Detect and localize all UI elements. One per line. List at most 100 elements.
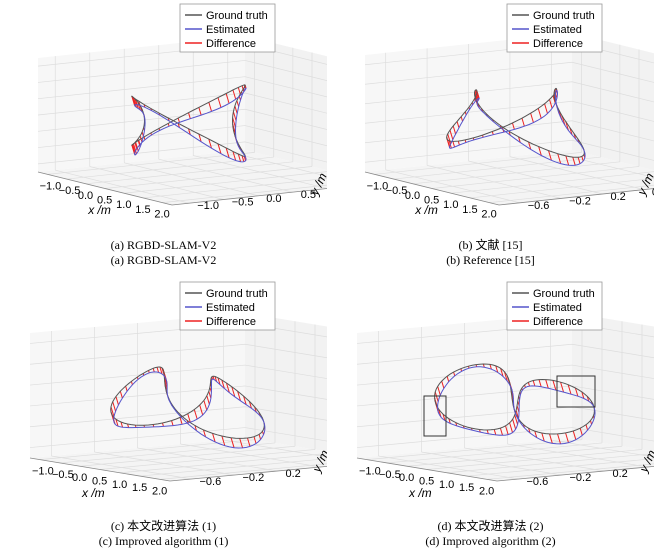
difference-segment [232, 151, 237, 161]
difference-segment [131, 144, 136, 155]
difference-segment [449, 130, 454, 140]
difference-segment [532, 380, 536, 387]
difference-segment [577, 157, 581, 164]
legend-label: Estimated [206, 302, 255, 314]
highlight-box-left [423, 395, 447, 437]
floor-pane [357, 438, 655, 481]
difference-segment [552, 380, 557, 391]
y-tick-label: −0.6 [527, 476, 549, 488]
difference-segment [202, 429, 207, 437]
difference-segment [505, 425, 509, 435]
difference-segment [441, 380, 445, 389]
x-axis-line [37, 171, 173, 206]
difference-segment [208, 102, 213, 112]
grid-line-y [51, 455, 192, 480]
grid-line-z [364, 139, 655, 163]
difference-segment [198, 107, 202, 116]
ground-truth-line [110, 366, 265, 439]
difference-segment [237, 391, 241, 401]
x-tick-label: 1.5 [132, 482, 147, 494]
difference-segment [518, 136, 521, 143]
legend-label: Estimated [533, 24, 582, 36]
difference-segment [545, 379, 549, 389]
difference-segment [236, 100, 240, 107]
difference-segment [110, 406, 115, 417]
legend-box [179, 281, 276, 331]
grid-line-y [378, 455, 519, 480]
difference-segment [549, 433, 553, 444]
grid-line-z [356, 364, 655, 386]
difference-segment [500, 368, 504, 377]
difference-segment [514, 414, 519, 425]
difference-segment [565, 155, 570, 166]
grid-line-z [364, 61, 655, 85]
difference-segment [237, 153, 242, 162]
x-tick-label: 1.0 [439, 479, 454, 491]
difference-segment [534, 430, 538, 438]
difference-segment [453, 371, 456, 377]
legend-box [506, 281, 603, 331]
difference-segment [258, 434, 262, 440]
grid-line-y [427, 165, 562, 199]
x-tick-label: 0.5 [92, 476, 107, 488]
difference-segment [572, 156, 576, 166]
legend-label: Ground truth [206, 288, 268, 300]
x-tick-label: 2.0 [479, 485, 494, 497]
difference-segment [499, 427, 504, 436]
x-axis-line [29, 457, 171, 482]
floor-pane [365, 150, 655, 205]
estimated-line [437, 366, 596, 445]
difference-segment [495, 365, 499, 373]
grid-line-y [137, 447, 278, 472]
difference-segment [225, 93, 230, 104]
panel-a: −1.0−0.50.00.51.01.52.0−1.0−0.50.00.51.0… [0, 0, 402, 235]
caption-a-cn: (a) RGBD-SLAM-V2 [110, 238, 217, 252]
difference-segment [217, 97, 222, 108]
x-tick-label: 0.0 [78, 190, 93, 202]
difference-segment [203, 400, 208, 411]
ground-truth-line [131, 84, 246, 157]
legend-label: Ground truth [533, 10, 595, 22]
difference-segment [187, 413, 191, 423]
x-axis-label: x /m [87, 203, 111, 217]
difference-segment [567, 384, 572, 395]
difference-segment [538, 379, 542, 387]
difference-segment [482, 363, 485, 368]
grid-line-y [468, 160, 603, 195]
y-tick-label: −0.6 [528, 200, 550, 212]
difference-segment [579, 428, 583, 436]
difference-segment [133, 97, 137, 108]
difference-segment [225, 382, 230, 393]
grid-line-y [55, 169, 190, 204]
difference-segment [188, 112, 191, 119]
difference-segment [528, 141, 532, 150]
plot-a: −1.0−0.50.00.51.01.52.0−1.0−0.50.00.51.0… [37, 3, 402, 221]
x-tick-label: 0.0 [72, 472, 87, 484]
ground-truth-line [434, 363, 595, 435]
panel-d: −1.0−0.50.00.51.01.52.0−0.6−0.20.20.61.0… [327, 278, 655, 513]
difference-segment [243, 156, 247, 161]
difference-segment [246, 437, 251, 447]
difference-segment [560, 382, 565, 393]
difference-segment [572, 430, 577, 440]
difference-segment [544, 103, 548, 114]
difference-segment [177, 117, 180, 123]
x-tick-label: −1.0 [367, 180, 389, 192]
grid-line-z [364, 100, 655, 124]
difference-segment [248, 401, 252, 409]
y-tick-label: 0.2 [613, 468, 628, 480]
x-tick-label: 0.0 [399, 472, 414, 484]
caption-b-en: (b) Reference [15] [446, 253, 535, 267]
difference-segment [549, 99, 553, 109]
difference-segment [133, 143, 137, 154]
caption-c-en: (c) Improved algorithm (1) [98, 534, 229, 548]
x-tick-label: −0.5 [59, 185, 81, 197]
difference-segment [581, 156, 584, 162]
grid-line-z [364, 120, 655, 144]
difference-segment [452, 125, 457, 135]
x-axis-label: x /m [414, 203, 438, 217]
legend-box [179, 3, 276, 53]
difference-segment [206, 395, 210, 405]
difference-segment [232, 111, 237, 121]
difference-segment [234, 105, 238, 114]
